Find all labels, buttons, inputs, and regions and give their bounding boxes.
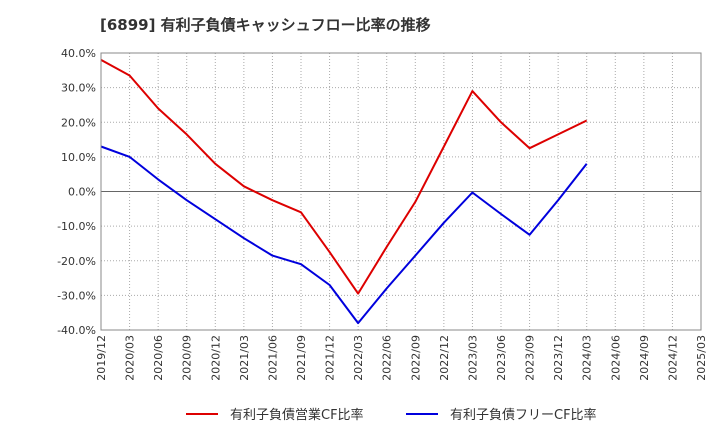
legend: 有利子負債営業CF比率 有利子負債フリーCF比率 (186, 407, 597, 423)
x-tick-label: 2021/03 (238, 335, 251, 381)
y-tick-label: 0.0% (68, 186, 96, 199)
x-tick-label: 2023/06 (495, 335, 508, 381)
chart-title: [6899] 有利子負債キャッシュフロー比率の推移 (100, 16, 431, 34)
x-tick-label: 2022/09 (409, 335, 422, 381)
y-tick-label: -10.0% (57, 220, 96, 233)
x-tick-label: 2022/12 (438, 335, 451, 381)
y-tick-label: 30.0% (61, 82, 96, 95)
x-tick-label: 2025/03 (695, 335, 708, 381)
x-tick-label: 2019/12 (95, 335, 108, 381)
x-tick-label: 2023/03 (466, 335, 479, 381)
grid (100, 52, 702, 331)
series-lines (100, 59, 588, 325)
y-tick-label: -30.0% (57, 289, 96, 302)
series-line-1 (100, 59, 588, 295)
y-tick-label: -40.0% (57, 324, 96, 337)
x-tick-label: 2024/03 (581, 335, 594, 381)
x-tick-label: 2020/09 (181, 335, 194, 381)
x-tick-label: 2020/03 (124, 335, 137, 381)
y-tick-label: 20.0% (61, 116, 96, 129)
plot-border (100, 52, 702, 331)
x-tick-label: 2024/09 (638, 335, 651, 381)
x-tick-label: 2024/06 (609, 335, 622, 381)
x-tick-label: 2020/06 (152, 335, 165, 381)
x-tick-label: 2021/09 (295, 335, 308, 381)
x-tick-label: 2022/06 (381, 335, 394, 381)
y-tick-label: 40.0% (61, 47, 96, 60)
legend-label-2: 有利子負債フリーCF比率 (450, 407, 597, 423)
axes: -40.0% -30.0% -20.0% -10.0% 0.0% 10.0% 20.0% 30… (57, 47, 708, 381)
x-tick-label: 2021/12 (324, 335, 337, 381)
x-tick-label: 2021/06 (266, 335, 279, 381)
series-line-2 (100, 145, 588, 325)
y-tick-label: 10.0% (61, 151, 96, 164)
legend-label-1: 有利子負債営業CF比率 (230, 407, 364, 423)
x-tick-label: 2024/12 (666, 335, 679, 381)
x-tick-label: 2023/09 (524, 335, 537, 381)
x-tick-label: 2023/12 (552, 335, 565, 381)
x-tick-label: 2020/12 (209, 335, 222, 381)
y-tick-label: -20.0% (57, 255, 96, 268)
x-tick-label: 2022/03 (352, 335, 365, 381)
